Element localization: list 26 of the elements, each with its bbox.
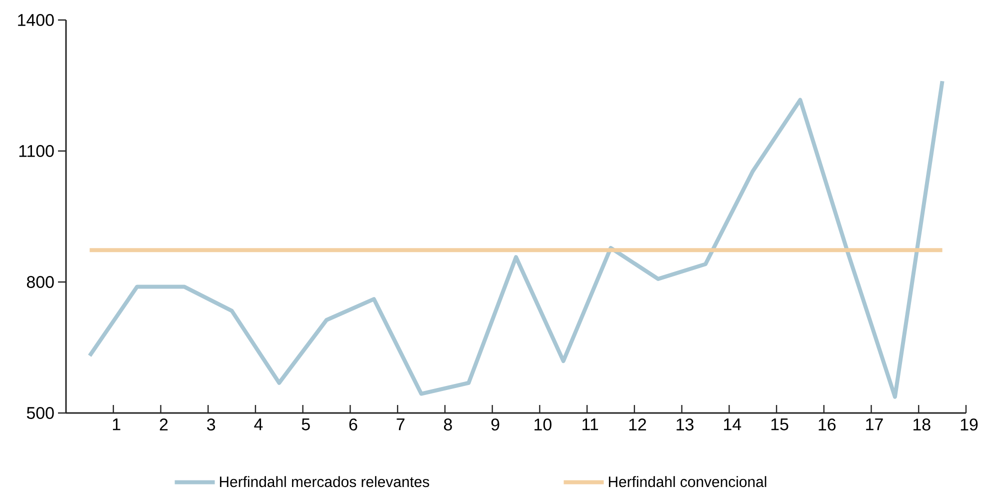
x-tick-label: 16 <box>818 418 836 431</box>
x-tick-label: 3 <box>207 418 216 431</box>
x-tick-label: 5 <box>302 418 310 430</box>
x-tick-label: 17 <box>866 418 883 430</box>
x-tick-label: 18 <box>914 418 930 431</box>
x-tick-label: 6 <box>349 418 358 431</box>
x-tick-label: 8 <box>444 418 452 431</box>
legend-label: Herfindahl mercados relevantes <box>220 476 430 488</box>
x-tick-label: 7 <box>396 418 404 430</box>
x-tick-label: 14 <box>724 418 742 430</box>
y-tick-label: 500 <box>26 407 54 419</box>
x-tick-label: 10 <box>534 418 552 431</box>
x-tick-label: 13 <box>676 418 694 431</box>
x-tick-label: 9 <box>491 418 500 431</box>
x-tick-label: 1 <box>112 418 120 430</box>
y-tick-label: 1400 <box>18 14 54 26</box>
x-tick-label: 15 <box>771 418 788 430</box>
x-tick-label: 19 <box>960 418 978 431</box>
y-tick-label: 1100 <box>19 145 54 158</box>
x-tick-label: 2 <box>160 418 168 430</box>
line-series <box>88 79 944 399</box>
y-tick-label: 800 <box>26 276 54 288</box>
x-tick-label: 12 <box>629 418 646 430</box>
x-tick-label: 11 <box>582 418 598 430</box>
x-tick-label: 4 <box>254 418 263 430</box>
legend-label: Herfindahl convencional <box>608 476 766 488</box>
